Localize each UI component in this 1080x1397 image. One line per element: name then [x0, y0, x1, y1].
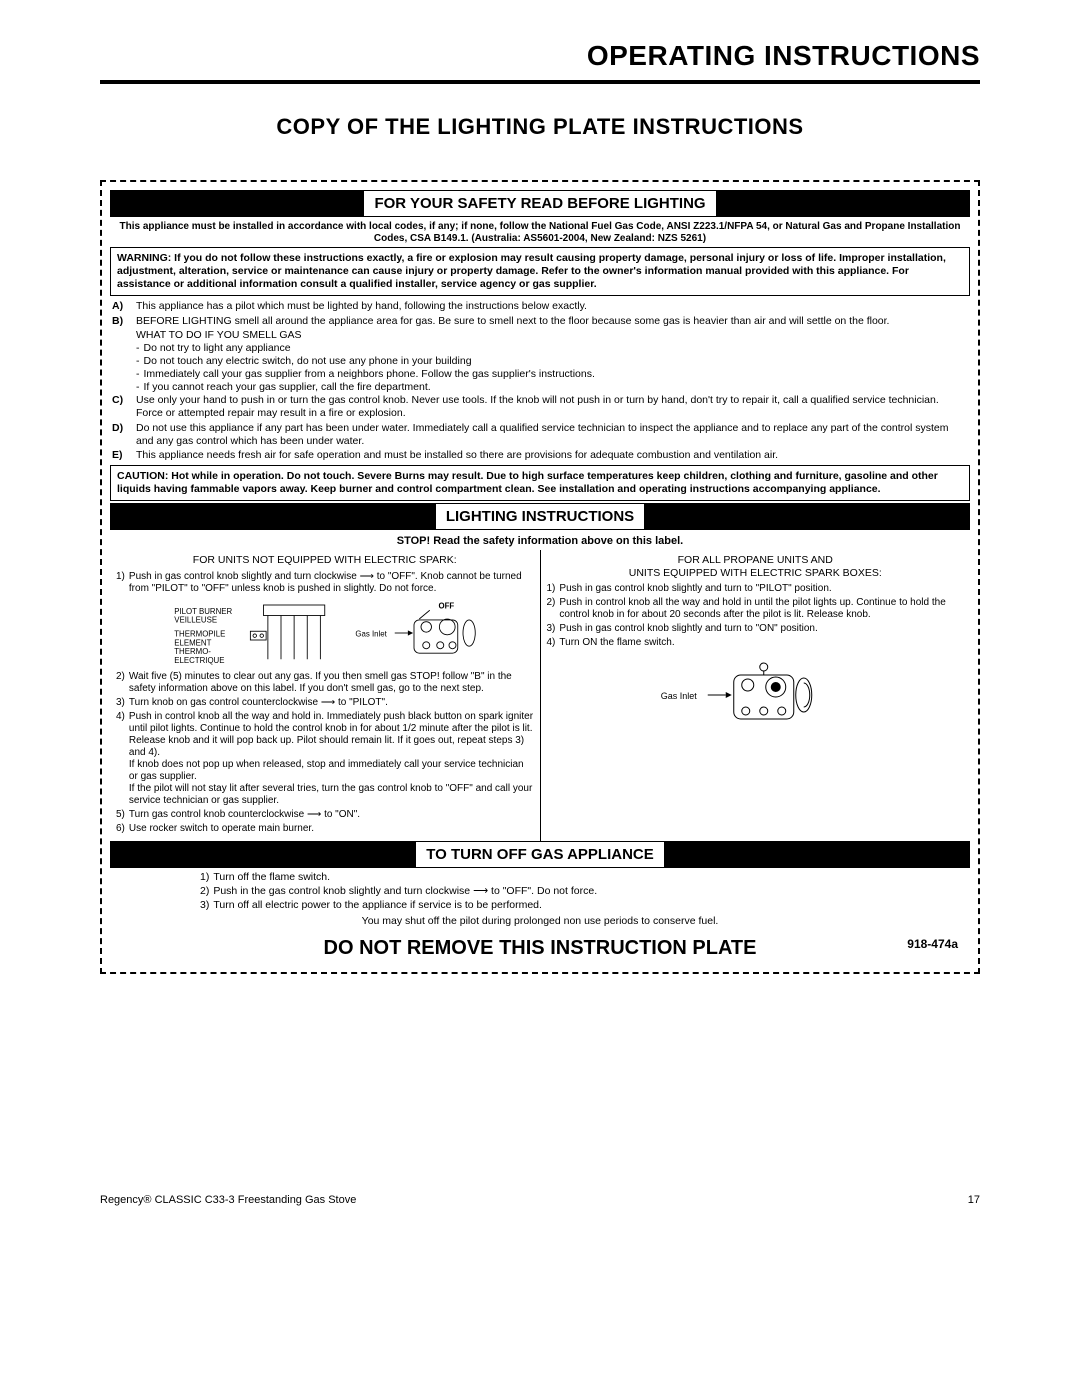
- abc-list: A) This appliance has a pilot which must …: [110, 298, 970, 465]
- l2n: 2): [116, 671, 125, 695]
- footer-right: 17: [968, 1194, 980, 1206]
- safety-bar-title: FOR YOUR SAFETY READ BEFORE LIGHTING: [364, 190, 715, 217]
- l4n: 4): [116, 711, 125, 807]
- conserve-note: You may shut off the pilot during prolon…: [110, 912, 970, 935]
- svg-text:Gas Inlet: Gas Inlet: [660, 691, 697, 701]
- l4: Push in control knob all the way and hol…: [129, 711, 534, 807]
- instruction-plate: FOR YOUR SAFETY READ BEFORE LIGHTING Thi…: [100, 180, 980, 974]
- r2n: 2): [547, 597, 556, 621]
- t2n: 2): [200, 884, 209, 898]
- footer-left: Regency® CLASSIC C33-3 Freestanding Gas …: [100, 1194, 356, 1206]
- key-d: D): [112, 422, 130, 448]
- r3: Push in gas control knob slightly and tu…: [559, 623, 817, 635]
- do-not-remove: DO NOT REMOVE THIS INSTRUCTION PLATE: [324, 937, 757, 960]
- r3n: 3): [547, 623, 556, 635]
- t3n: 3): [200, 898, 209, 912]
- left-col-head: FOR UNITS NOT EQUIPPED WITH ELECTRIC SPA…: [116, 554, 534, 567]
- l3: Turn knob on gas control counterclockwis…: [129, 697, 388, 709]
- blackbox-left-2: [110, 503, 436, 530]
- svg-text:THERMOPILE: THERMOPILE: [174, 629, 225, 638]
- key-c: C): [112, 394, 130, 420]
- turnoff-list: 1) Turn off the flame switch. 2) Push in t…: [110, 870, 970, 913]
- safety-bar: FOR YOUR SAFETY READ BEFORE LIGHTING: [110, 190, 970, 217]
- lighting-bar: LIGHTING INSTRUCTIONS: [110, 503, 970, 530]
- key-e: E): [112, 449, 130, 462]
- b-dash-1: Do not touch any electric switch, do not…: [136, 355, 968, 368]
- right-col: FOR ALL PROPANE UNITS ANDUNITS EQUIPPED …: [540, 550, 971, 841]
- t3: Turn off all electric power to the appli…: [213, 898, 542, 912]
- svg-text:THERMO-: THERMO-: [174, 647, 211, 656]
- r4: Turn ON the flame switch.: [559, 637, 674, 649]
- text-e: This appliance needs fresh air for safe …: [136, 449, 778, 462]
- part-number: 918-474a: [907, 937, 958, 951]
- l6: Use rocker switch to operate main burner…: [129, 823, 314, 835]
- page-header: OPERATING INSTRUCTIONS: [100, 40, 980, 72]
- blackbox-right-3: [664, 841, 970, 868]
- turnoff-bar: TO TURN OFF GAS APPLIANCE: [110, 841, 970, 868]
- svg-text:Gas Inlet: Gas Inlet: [355, 629, 387, 638]
- text-d: Do not use this appliance if any part ha…: [136, 422, 968, 448]
- t1n: 1): [200, 870, 209, 884]
- r2: Push in control knob all the way and hol…: [559, 597, 964, 621]
- key-b: B): [112, 315, 130, 328]
- stop-line: STOP! Read the safety information above …: [110, 532, 970, 550]
- r4n: 4): [547, 637, 556, 649]
- blackbox-left: [110, 190, 364, 217]
- what-to-do: WHAT TO DO IF YOU SMELL GAS: [136, 329, 968, 342]
- b-dash-3: If you cannot reach your gas supplier, c…: [136, 381, 968, 394]
- l3n: 3): [116, 697, 125, 709]
- b-dash-2: Immediately call your gas supplier from …: [136, 368, 968, 381]
- l1n: 1): [116, 571, 125, 595]
- blackbox-right: [716, 190, 970, 217]
- left-col: FOR UNITS NOT EQUIPPED WITH ELECTRIC SPA…: [110, 550, 540, 841]
- text-c: Use only your hand to push in or turn th…: [136, 394, 968, 420]
- right-col-head: FOR ALL PROPANE UNITS ANDUNITS EQUIPPED …: [547, 554, 965, 579]
- svg-text:ELECTRIQUE: ELECTRIQUE: [174, 655, 224, 664]
- install-note: This appliance must be installed in acco…: [110, 219, 970, 247]
- text-b: BEFORE LIGHTING smell all around the app…: [136, 315, 889, 328]
- header-rule: [100, 80, 980, 84]
- svg-text:OFF: OFF: [439, 601, 455, 610]
- svg-text:ELEMENT: ELEMENT: [174, 638, 211, 647]
- blackbox-right-2: [644, 503, 970, 530]
- l5: Turn gas control knob counterclockwise ⟶…: [129, 809, 360, 821]
- l6n: 6): [116, 823, 125, 835]
- l5n: 5): [116, 809, 125, 821]
- blackbox-left-3: [110, 841, 416, 868]
- l2: Wait five (5) minutes to clear out any g…: [129, 671, 534, 695]
- bottom-row: DO NOT REMOVE THIS INSTRUCTION PLATE 918…: [110, 935, 970, 964]
- key-a: A): [112, 300, 130, 313]
- b-dash-0: Do not try to light any appliance: [136, 342, 968, 355]
- pilot-label: PILOT BURNER: [174, 606, 232, 615]
- l1: Push in gas control knob slightly and tu…: [129, 571, 534, 595]
- sub-header: COPY OF THE LIGHTING PLATE INSTRUCTIONS: [100, 114, 980, 140]
- turnoff-bar-title: TO TURN OFF GAS APPLIANCE: [416, 841, 664, 868]
- lighting-bar-title: LIGHTING INSTRUCTIONS: [436, 503, 644, 530]
- warning-box: WARNING: If you do not follow these inst…: [110, 247, 970, 296]
- t1: Turn off the flame switch.: [213, 870, 330, 884]
- svg-text:VEILLEUSE: VEILLEUSE: [174, 615, 217, 624]
- caution-box: CAUTION: Hot while in operation. Do not …: [110, 465, 970, 501]
- r1n: 1): [547, 583, 556, 595]
- t2: Push in the gas control knob slightly an…: [213, 884, 597, 898]
- text-a: This appliance has a pilot which must be…: [136, 300, 587, 313]
- valve-diagram: Gas Inlet: [547, 655, 965, 735]
- lighting-columns: FOR UNITS NOT EQUIPPED WITH ELECTRIC SPA…: [110, 550, 970, 841]
- r1: Push in gas control knob slightly and tu…: [559, 583, 831, 595]
- pilot-diagram: PILOT BURNER VEILLEUSE THERMOPILE ELEMEN…: [116, 598, 534, 668]
- page-footer: Regency® CLASSIC C33-3 Freestanding Gas …: [100, 1194, 980, 1206]
